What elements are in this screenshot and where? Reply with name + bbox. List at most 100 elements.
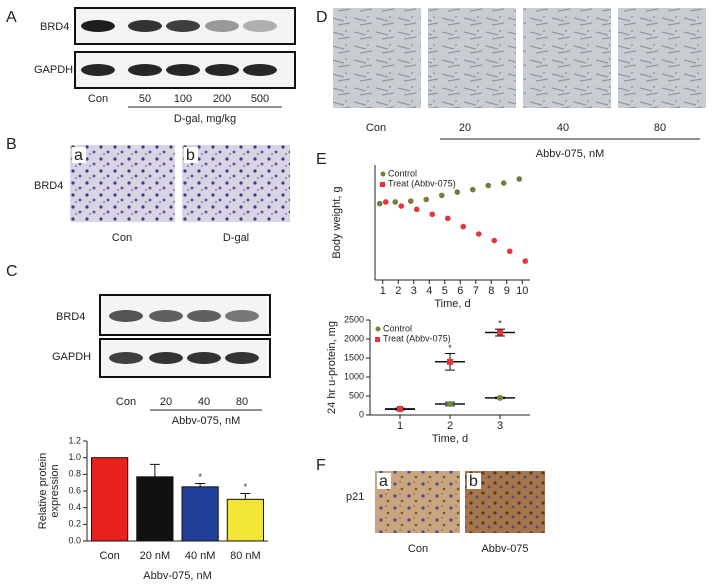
blot-band bbox=[205, 64, 239, 76]
blot-band bbox=[166, 20, 200, 32]
caption: Con bbox=[366, 122, 386, 134]
x-tick-label: 2 bbox=[447, 420, 453, 432]
x-tick-label: 3 bbox=[497, 420, 503, 432]
row-label: BRD4 bbox=[34, 180, 63, 192]
legend-marker bbox=[375, 326, 381, 332]
legend-label: Control bbox=[388, 168, 417, 178]
point bbox=[423, 196, 430, 203]
point bbox=[398, 203, 405, 209]
y-axis-label: expression bbox=[49, 464, 61, 517]
point bbox=[413, 206, 420, 213]
blot-band bbox=[149, 310, 183, 322]
bar bbox=[181, 486, 219, 542]
panel-label: A bbox=[6, 9, 17, 26]
cell-image bbox=[523, 8, 611, 108]
point bbox=[500, 180, 507, 186]
panel-label: F bbox=[316, 457, 326, 474]
lane-label: 100 bbox=[174, 93, 192, 105]
x-tick-label: 80 nM bbox=[230, 550, 261, 562]
point bbox=[506, 248, 513, 255]
y-tick-label: 1500 bbox=[344, 352, 364, 362]
x-tick-label: 1 bbox=[380, 285, 386, 297]
blot-band bbox=[243, 20, 277, 32]
lane-label: 500 bbox=[251, 93, 269, 105]
bar bbox=[136, 476, 174, 542]
point bbox=[491, 237, 498, 244]
blot-band bbox=[205, 20, 239, 32]
blot-band bbox=[225, 310, 259, 322]
blot-band bbox=[128, 20, 162, 32]
significance: * bbox=[448, 343, 452, 353]
lane-label: Con bbox=[88, 93, 108, 105]
point bbox=[438, 192, 445, 199]
tag-box bbox=[72, 147, 86, 163]
tag-box bbox=[467, 473, 481, 489]
x-tick-label: 7 bbox=[473, 285, 479, 297]
blot-band bbox=[109, 352, 143, 364]
group-label: Abbv-075, nM bbox=[536, 148, 604, 160]
x-axis-label: Time, d bbox=[432, 433, 468, 445]
lane-label: 20 bbox=[160, 396, 172, 408]
point bbox=[407, 198, 414, 204]
y-axis-label: Relative protein bbox=[37, 453, 49, 529]
blot-band bbox=[166, 64, 200, 76]
legend-label: Treat (Abbv-075) bbox=[383, 333, 451, 343]
y-tick-label: 0.6 bbox=[68, 485, 81, 495]
y-tick-label: 0 bbox=[359, 409, 364, 419]
legend-marker bbox=[380, 182, 385, 187]
legend-marker bbox=[375, 337, 380, 342]
cell-image bbox=[428, 8, 516, 108]
point bbox=[392, 199, 399, 205]
x-tick-label: 2 bbox=[395, 285, 401, 297]
cell-image bbox=[618, 8, 706, 108]
image-tag: b bbox=[469, 473, 478, 490]
y-tick-label: 2000 bbox=[344, 333, 364, 343]
point bbox=[497, 394, 503, 401]
blot-band bbox=[225, 352, 259, 364]
x-tick-label: 4 bbox=[426, 285, 432, 297]
point bbox=[382, 199, 389, 205]
blot-band bbox=[128, 64, 162, 76]
blot-band bbox=[187, 352, 221, 364]
bar bbox=[91, 457, 129, 542]
lane-label: Con bbox=[116, 396, 136, 408]
point bbox=[376, 200, 383, 207]
point bbox=[447, 358, 453, 365]
point bbox=[397, 405, 403, 412]
row-label: GAPDH bbox=[52, 351, 91, 363]
y-tick-label: 2500 bbox=[344, 314, 364, 324]
x-tick-label: 6 bbox=[457, 285, 463, 297]
blot-band bbox=[81, 64, 115, 76]
y-tick-label: 500 bbox=[349, 390, 364, 400]
panel-label: D bbox=[316, 9, 328, 26]
cell-image bbox=[333, 8, 421, 108]
image-tag: a bbox=[74, 147, 83, 164]
error-bar bbox=[195, 483, 206, 487]
caption: 20 bbox=[459, 122, 471, 134]
tag-box bbox=[184, 147, 198, 163]
point bbox=[469, 186, 476, 193]
y-axis-label: Body weight, g bbox=[331, 186, 343, 258]
y-tick-label: 0.2 bbox=[68, 519, 81, 529]
caption: Con bbox=[112, 232, 132, 244]
row-label: BRD4 bbox=[40, 21, 69, 33]
panel-label: B bbox=[6, 136, 17, 153]
lane-label: 80 bbox=[236, 396, 248, 408]
tag-box bbox=[377, 473, 391, 489]
image-tag: b bbox=[186, 147, 195, 164]
y-tick-label: 0.4 bbox=[68, 502, 81, 512]
caption: 80 bbox=[654, 122, 666, 134]
row-label: GAPDH bbox=[34, 64, 73, 76]
histology-image bbox=[70, 145, 175, 222]
legend-label: Control bbox=[383, 323, 412, 333]
row-label: p21 bbox=[346, 491, 364, 503]
y-tick-label: 0.8 bbox=[68, 469, 81, 479]
point bbox=[444, 215, 451, 222]
x-axis-label: Time, d bbox=[434, 298, 470, 310]
error-bar bbox=[240, 493, 251, 500]
x-tick-label: 5 bbox=[442, 285, 448, 297]
point bbox=[447, 400, 453, 407]
y-tick-label: 0.0 bbox=[68, 535, 81, 545]
x-tick-label: 3 bbox=[411, 285, 417, 297]
